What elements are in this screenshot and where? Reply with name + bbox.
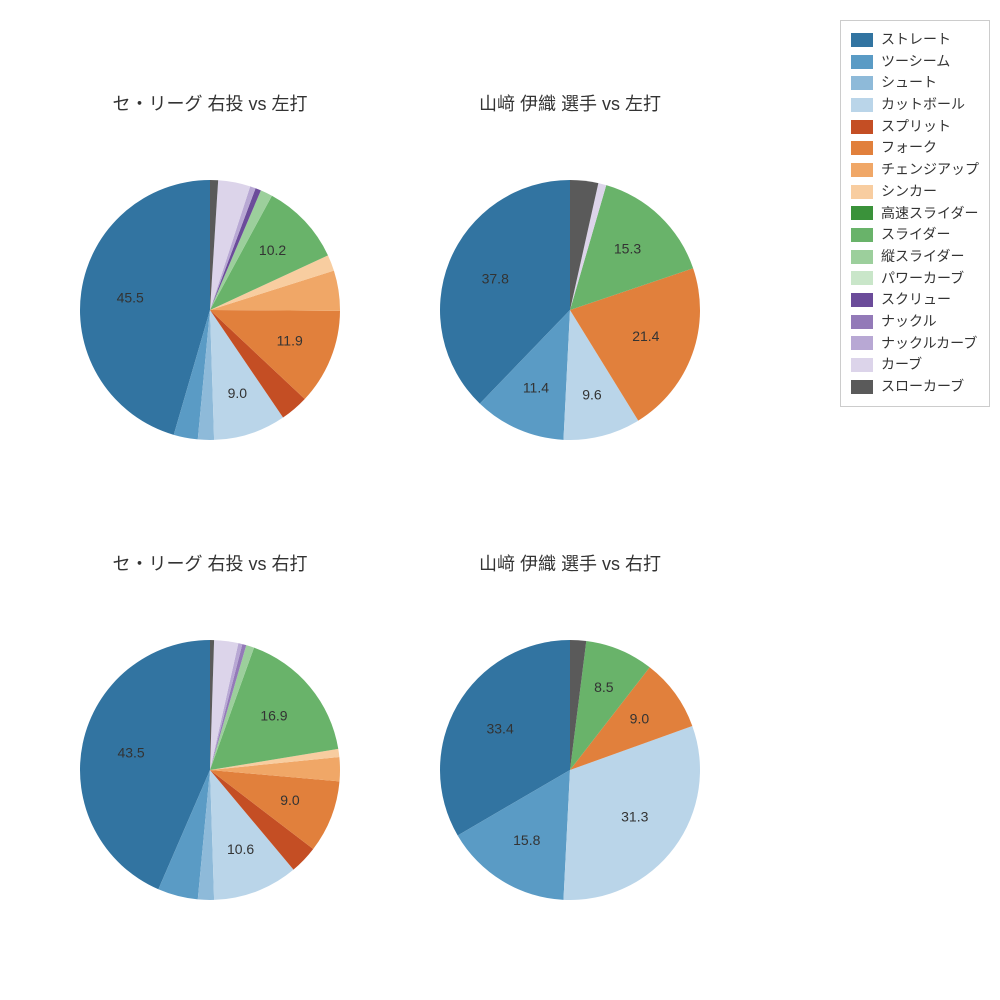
slice-label: 21.4 [632, 328, 659, 344]
pie-chart-svg: 33.4 15.8 31.3 9.0 8.5 [410, 610, 730, 930]
legend-swatch [851, 120, 873, 134]
legend-label: スライダー [881, 224, 950, 246]
legend-label: ナックルカーブ [881, 333, 977, 355]
legend-row: ツーシーム [851, 51, 979, 73]
slice-label: 15.8 [513, 832, 540, 848]
slice-label: 33.4 [486, 721, 513, 737]
slice-label: 9.0 [280, 792, 300, 808]
pie-wrap: 33.4 15.8 31.3 9.0 8.5 [410, 610, 730, 935]
legend-swatch [851, 380, 873, 394]
pie-chart-svg: 45.5 9.0 11.9 10.2 [50, 150, 370, 470]
legend-swatch [851, 98, 873, 112]
chart-cell: セ・リーグ 右投 vs 右打 43.5 10.6 9.0 16.9 [40, 550, 380, 970]
slice-label: 9.0 [630, 710, 650, 726]
legend-swatch [851, 315, 873, 329]
legend-row: カーブ [851, 354, 979, 376]
pie-chart-svg: 37.8 11.4 9.6 21.4 15.3 [410, 150, 730, 470]
legend-swatch [851, 185, 873, 199]
legend-label: スプリット [881, 116, 951, 138]
slice-label: 16.9 [260, 707, 287, 723]
legend-row: パワーカーブ [851, 268, 979, 290]
slice-label: 8.5 [594, 679, 614, 695]
pie-chart-grid: セ・リーグ 右投 vs 左打 45.5 9.0 11.9 10.2 山﨑 伊織 選手 vs… [20, 60, 740, 960]
legend-label: ツーシーム [881, 51, 950, 73]
legend-swatch [851, 358, 873, 372]
legend-row: スライダー [851, 224, 979, 246]
legend-row: シュート [851, 72, 979, 94]
pie-wrap: 45.5 9.0 11.9 10.2 [50, 150, 370, 475]
pie-wrap: 37.8 11.4 9.6 21.4 15.3 [410, 150, 730, 475]
chart-cell: 山﨑 伊織 選手 vs 左打 37.8 11.4 9.6 21.4 15.3 [400, 90, 740, 510]
legend-label: シンカー [881, 181, 937, 203]
chart-cell: 山﨑 伊織 選手 vs 右打 33.4 15.8 31.3 9.0 8.5 [400, 550, 740, 970]
chart-cell: セ・リーグ 右投 vs 左打 45.5 9.0 11.9 10.2 [40, 90, 380, 510]
legend-row: カットボール [851, 94, 979, 116]
legend-row: フォーク [851, 137, 979, 159]
legend-label: 高速スライダー [881, 203, 978, 225]
legend-swatch [851, 271, 873, 285]
legend-swatch [851, 76, 873, 90]
legend-swatch [851, 250, 873, 264]
legend-swatch [851, 336, 873, 350]
legend: ストレートツーシームシュートカットボールスプリットフォークチェンジアップシンカー… [840, 20, 990, 407]
slice-label: 10.6 [227, 841, 254, 857]
chart-title: 山﨑 伊織 選手 vs 右打 [400, 550, 740, 576]
slice-label: 10.2 [259, 242, 286, 258]
slice-label: 11.9 [277, 333, 303, 349]
slice-label: 43.5 [117, 744, 144, 760]
legend-label: ナックル [881, 311, 937, 333]
legend-row: スローカーブ [851, 376, 979, 398]
legend-swatch [851, 141, 873, 155]
chart-title: セ・リーグ 右投 vs 右打 [40, 550, 380, 576]
legend-swatch [851, 228, 873, 242]
legend-label: カーブ [881, 354, 922, 376]
legend-row: スクリュー [851, 289, 979, 311]
legend-label: カットボール [881, 94, 965, 116]
slice-label: 37.8 [482, 271, 509, 287]
slice-label: 31.3 [621, 809, 648, 825]
legend-label: パワーカーブ [881, 268, 964, 290]
slice-label: 9.0 [228, 385, 248, 401]
legend-label: シュート [881, 72, 937, 94]
chart-title: 山﨑 伊織 選手 vs 左打 [400, 90, 740, 116]
legend-label: フォーク [881, 137, 937, 159]
legend-swatch [851, 163, 873, 177]
legend-label: ストレート [881, 29, 951, 51]
pie-chart-svg: 43.5 10.6 9.0 16.9 [50, 610, 370, 930]
legend-swatch [851, 293, 873, 307]
legend-swatch [851, 206, 873, 220]
legend-label: スクリュー [881, 289, 951, 311]
legend-row: ナックルカーブ [851, 333, 979, 355]
slice-label: 45.5 [117, 289, 144, 305]
legend-row: ナックル [851, 311, 979, 333]
legend-label: チェンジアップ [881, 159, 979, 181]
legend-row: スプリット [851, 116, 979, 138]
legend-row: 縦スライダー [851, 246, 979, 268]
pie-wrap: 43.5 10.6 9.0 16.9 [50, 610, 370, 935]
chart-title: セ・リーグ 右投 vs 左打 [40, 90, 380, 116]
slice-label: 9.6 [582, 386, 602, 402]
legend-label: スローカーブ [881, 376, 964, 398]
legend-label: 縦スライダー [881, 246, 964, 268]
legend-row: シンカー [851, 181, 979, 203]
slice-label: 15.3 [614, 241, 641, 257]
legend-swatch [851, 33, 873, 47]
legend-row: 高速スライダー [851, 203, 979, 225]
legend-row: チェンジアップ [851, 159, 979, 181]
legend-swatch [851, 55, 873, 69]
legend-row: ストレート [851, 29, 979, 51]
slice-label: 11.4 [523, 379, 549, 395]
